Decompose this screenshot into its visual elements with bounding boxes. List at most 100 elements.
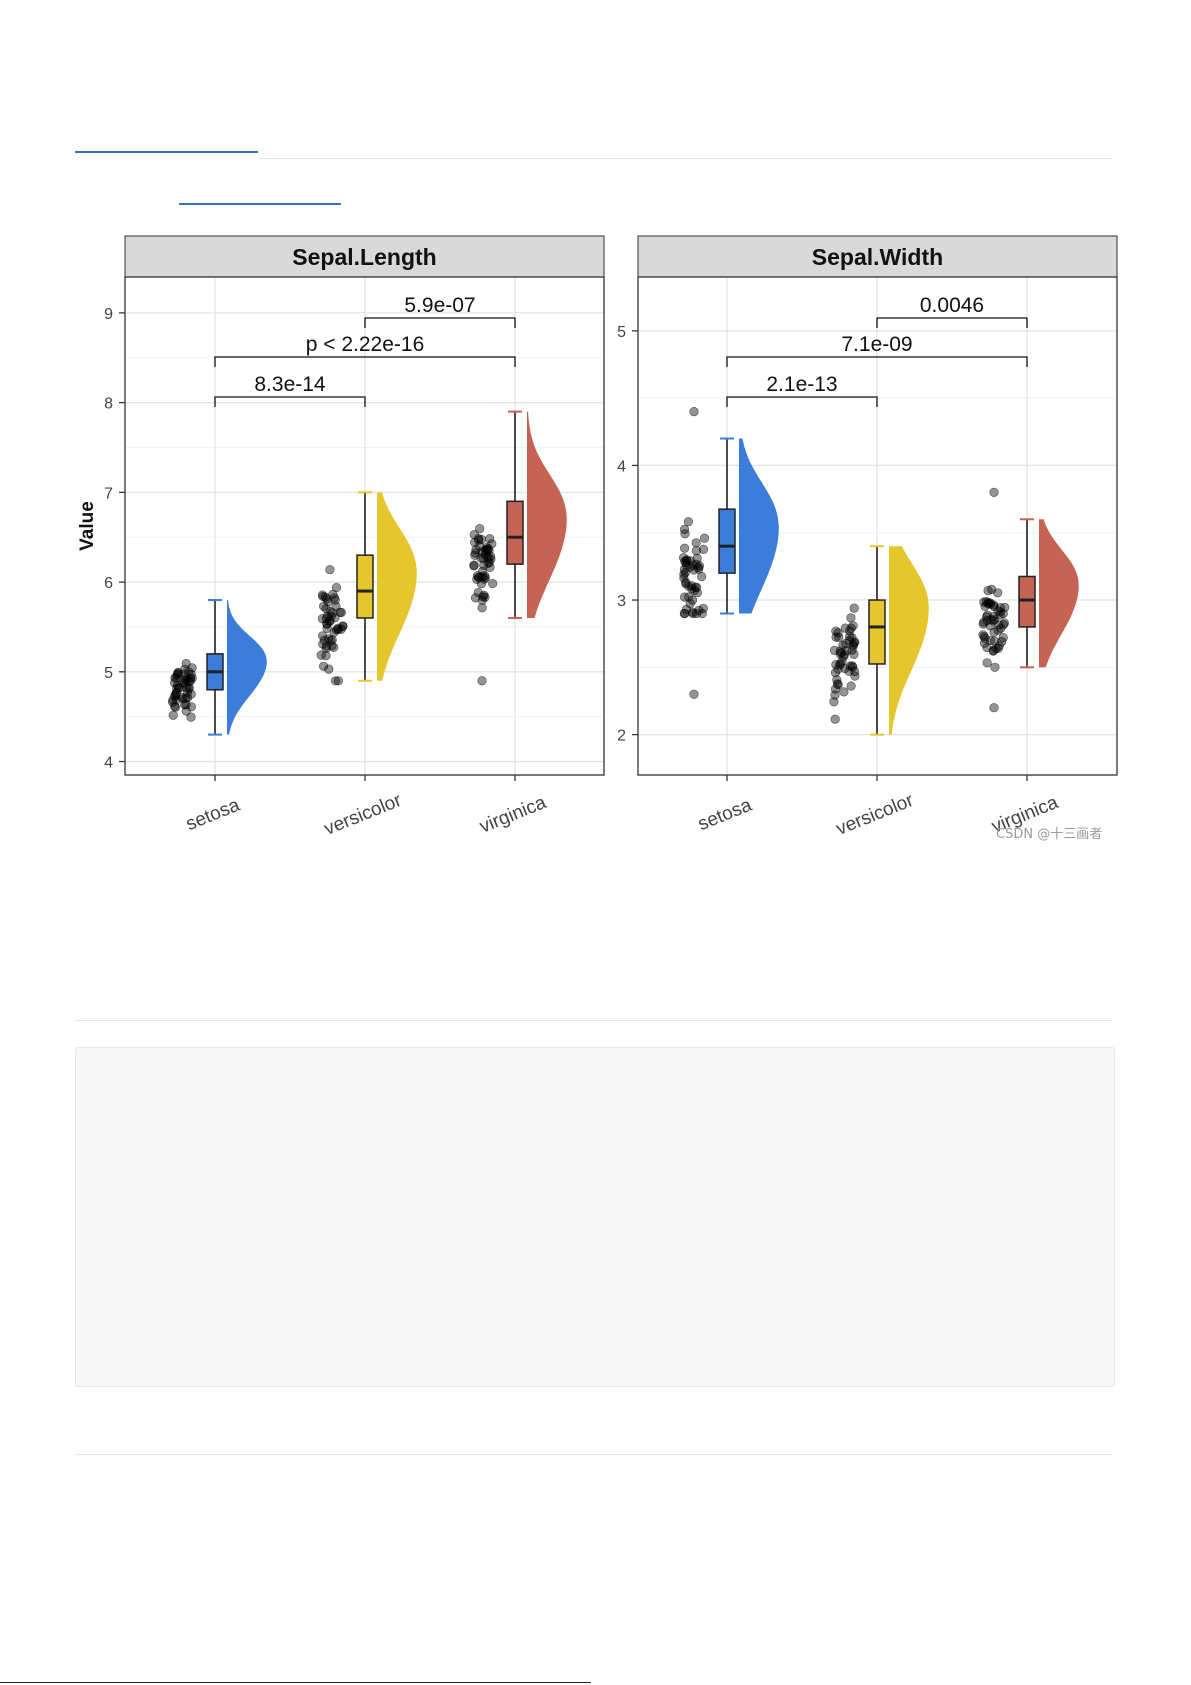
jitter-point bbox=[998, 632, 1008, 643]
jitter-point bbox=[473, 587, 483, 598]
jitter-point bbox=[691, 546, 702, 556]
jitter-point bbox=[833, 679, 843, 690]
x-tick-label: setosa bbox=[695, 795, 755, 836]
jitter-point bbox=[469, 561, 479, 571]
link-underline[interactable] bbox=[179, 203, 341, 205]
jitter-point bbox=[475, 541, 485, 551]
jitter-point bbox=[684, 592, 694, 602]
footnote-rule bbox=[0, 1682, 591, 1683]
jitter-point bbox=[318, 639, 328, 649]
jitter-point bbox=[846, 613, 856, 623]
jitter-point bbox=[474, 533, 484, 544]
jitter-point bbox=[479, 574, 489, 584]
jitter-point bbox=[488, 578, 498, 589]
jitter-point bbox=[691, 538, 701, 548]
y-tick-label: 7 bbox=[104, 485, 113, 502]
jitter-point bbox=[479, 590, 489, 600]
jitter-point bbox=[319, 661, 329, 671]
jitter-point bbox=[682, 555, 692, 565]
jitter-point bbox=[322, 611, 333, 621]
jitter-point bbox=[168, 710, 178, 720]
box-versicolor bbox=[868, 599, 886, 665]
watermark: CSDN @十三画者 bbox=[996, 827, 1103, 842]
jitter-point bbox=[486, 551, 496, 561]
jitter-point bbox=[998, 619, 1009, 630]
jitter-point bbox=[485, 534, 495, 544]
jitter-point bbox=[679, 543, 690, 553]
comparison-bracket bbox=[876, 317, 1028, 328]
jitter-point bbox=[478, 553, 488, 563]
outlier-point bbox=[989, 487, 999, 497]
jitter-point bbox=[687, 595, 698, 605]
jitter-point bbox=[472, 574, 482, 584]
jitter-point bbox=[329, 642, 339, 652]
jitter-point bbox=[985, 621, 995, 631]
group-virginica: virginica bbox=[469, 410, 567, 838]
density-half-violin-setosa bbox=[227, 600, 267, 735]
jitter-point bbox=[698, 603, 708, 614]
y-tick-label: 4 bbox=[104, 755, 113, 772]
density-half-violin-virginica bbox=[527, 411, 567, 618]
jitter-point bbox=[696, 571, 707, 582]
jitter-point bbox=[185, 673, 195, 683]
jitter-point bbox=[333, 676, 344, 686]
y-tick-label: 9 bbox=[104, 306, 113, 323]
jitter-point bbox=[338, 621, 348, 632]
jitter-point bbox=[991, 643, 1001, 654]
p-value-label: p < 2.22e-16 bbox=[306, 333, 425, 356]
x-tick-label: versicolor bbox=[321, 790, 405, 840]
jitter-point bbox=[692, 588, 703, 598]
jitter-point bbox=[687, 581, 697, 591]
jitter-point bbox=[183, 692, 193, 703]
jitter-point bbox=[688, 560, 698, 570]
jitter-point bbox=[999, 618, 1010, 628]
jitter-point bbox=[838, 640, 848, 650]
x-tick-label: versicolor bbox=[833, 790, 917, 840]
jitter-point bbox=[475, 523, 485, 534]
p-value-label: 2.1e-13 bbox=[766, 373, 837, 396]
comparison-bracket bbox=[726, 396, 878, 407]
jitter-point bbox=[335, 607, 345, 617]
jitter-point bbox=[477, 603, 487, 613]
jitter-point bbox=[184, 667, 194, 677]
section-divider bbox=[75, 1020, 1113, 1021]
y-tick-label: 6 bbox=[104, 575, 113, 592]
panel-border bbox=[124, 276, 605, 776]
y-tick-label: 3 bbox=[617, 593, 626, 610]
jitter-point bbox=[470, 593, 481, 603]
jitter-point bbox=[694, 561, 705, 571]
jitter-point bbox=[986, 584, 997, 595]
jitter-point bbox=[693, 562, 703, 572]
jitter-point bbox=[336, 624, 346, 634]
jitter-point bbox=[186, 712, 196, 722]
density-half-violin-virginica bbox=[1039, 519, 1079, 668]
jitter-point bbox=[172, 670, 182, 680]
raincloud-figure: Sepal.Length 4 5 6 7 8 9 Value setosa versicolor v… bbox=[77, 235, 1118, 840]
p-value-label: 5.9e-07 bbox=[404, 294, 475, 317]
jitter-point bbox=[833, 664, 843, 674]
jitter-point bbox=[316, 650, 326, 660]
jitter-point bbox=[320, 592, 331, 602]
y-tick-label: 2 bbox=[617, 728, 626, 745]
jitter-point bbox=[170, 702, 181, 712]
p-value-label: 7.1e-09 bbox=[841, 333, 912, 356]
jitter-point bbox=[840, 623, 850, 633]
facet-title: Sepal.Length bbox=[292, 244, 436, 270]
jitter-point bbox=[325, 565, 335, 575]
y-tick-label: 5 bbox=[104, 665, 113, 682]
outlier-point bbox=[989, 703, 999, 713]
density-half-violin-setosa bbox=[739, 438, 779, 614]
jitter-point bbox=[333, 623, 343, 633]
jitter-point bbox=[849, 603, 859, 613]
jitter-point bbox=[683, 517, 694, 527]
jitter-point bbox=[681, 604, 692, 615]
jitter-point bbox=[679, 573, 689, 583]
density-half-violin-versicolor bbox=[889, 546, 929, 735]
code-block bbox=[75, 1047, 1115, 1387]
jitter-point bbox=[679, 569, 689, 580]
jitter-point bbox=[831, 659, 841, 670]
y-axis-label: Value bbox=[77, 501, 98, 551]
p-value-label: 8.3e-14 bbox=[254, 373, 326, 396]
jitter-point bbox=[985, 635, 996, 646]
jitter-point bbox=[679, 608, 690, 619]
